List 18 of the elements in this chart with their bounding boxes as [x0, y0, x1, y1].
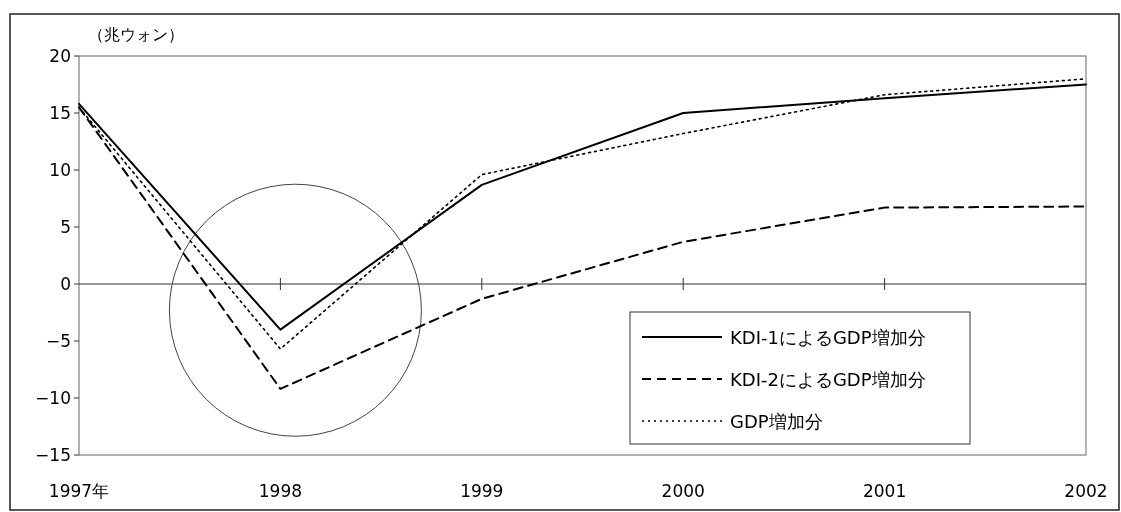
- x-tick-label: 1997年: [48, 481, 110, 501]
- legend-label: KDI-1によるGDP増加分: [730, 327, 926, 348]
- x-tick-label: 2002: [1064, 481, 1108, 501]
- y-tick-label: 0: [60, 274, 71, 294]
- y-tick-label: 5: [60, 217, 71, 237]
- legend-label: KDI-2によるGDP増加分: [730, 369, 926, 390]
- x-tick-label: 2000: [661, 481, 705, 501]
- y-tick-label: −10: [35, 388, 71, 408]
- y-tick-label: 20: [49, 46, 71, 66]
- y-tick-label: 15: [49, 103, 71, 123]
- y-tick-label: −15: [35, 445, 71, 465]
- y-axis-title: （兆ウォン）: [88, 25, 184, 44]
- legend-label: GDP増加分: [730, 411, 823, 432]
- x-tick-label: 1999: [460, 481, 504, 501]
- x-tick-label: 1998: [258, 481, 303, 501]
- x-tick-label: 2001: [862, 481, 907, 501]
- y-tick-label: −5: [45, 331, 71, 351]
- y-tick-label: 10: [49, 160, 71, 180]
